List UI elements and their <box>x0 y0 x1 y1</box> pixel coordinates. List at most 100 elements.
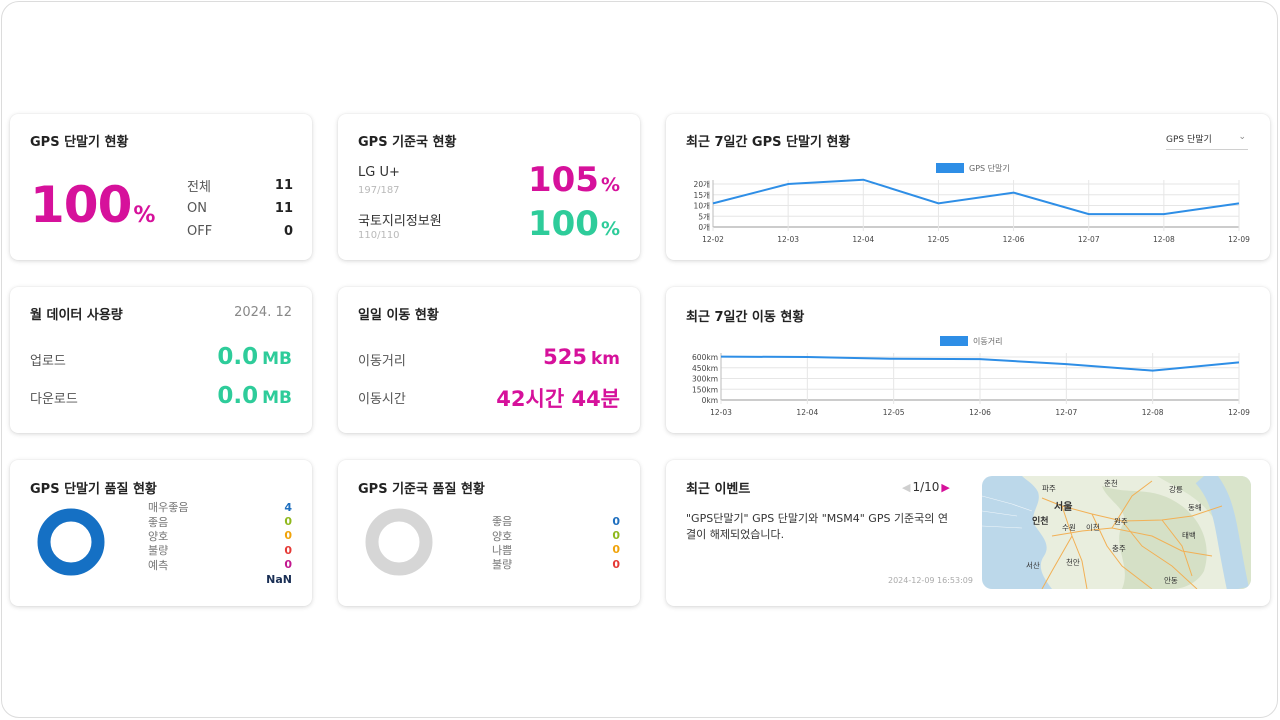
legend-label: 이동거리 <box>973 336 1002 346</box>
x-tick-label: 12-07 <box>1078 235 1100 244</box>
time-value: 42시간 44분 <box>496 387 620 411</box>
quality-row-good: 좋음 0 <box>492 514 620 529</box>
station-count-ngii: 110/110 <box>358 230 400 241</box>
map-label: 인천 <box>1032 517 1049 527</box>
map-label: 춘천 <box>1104 479 1118 488</box>
x-tick-label: 12-03 <box>710 408 732 417</box>
legend-swatch <box>936 163 964 173</box>
card-title: 최근 7일간 GPS 단말기 현황 <box>686 135 851 150</box>
quality-row-bad: 불량 0 <box>148 543 292 558</box>
x-tick-label: 12-05 <box>883 408 905 417</box>
monthly-data-card: 월 데이터 사용량 2024. 12 업로드 0.0 MB 다운로드 0.0 MB <box>10 287 312 433</box>
y-tick-label: 0km <box>702 396 718 405</box>
x-tick-label: 12-07 <box>1055 408 1077 417</box>
x-tick-label: 12-04 <box>796 408 818 417</box>
x-tick-label: 12-03 <box>777 235 799 244</box>
card-title: 최근 7일간 이동 현황 <box>686 310 805 325</box>
event-timestamp: 2024-12-09 16:53:09 <box>888 576 973 585</box>
card-title: GPS 단말기 품질 현황 <box>30 482 157 497</box>
quality-row-good: 좋음 0 <box>148 515 292 529</box>
total-row: 전체 11 <box>187 178 293 195</box>
y-tick-label: 10개 <box>694 201 711 211</box>
distance-value: 525 km <box>543 345 620 369</box>
donut-ring <box>37 508 105 576</box>
station-percent-lgu: 105% <box>527 160 620 200</box>
quality-row-fair: 양호 0 <box>148 529 292 543</box>
station-name-lgu: LG U+ <box>358 165 400 180</box>
map-label: 수원 <box>1062 523 1076 532</box>
x-tick-label: 12-09 <box>1228 408 1250 417</box>
station-quality-card: GPS 기준국 품질 현황 좋음 0 양호 0 나쁨 0 불량 0 <box>338 460 640 606</box>
base-station-status-card: GPS 기준국 현황 LG U+ 197/187 105% 국토지리정보원 11… <box>338 114 640 260</box>
terminal-quality-card: GPS 단말기 품질 현황 매우좋음 4 좋음 0 양호 0 불량 0 예측 0 NaN <box>10 460 312 606</box>
upload-label: 업로드 <box>30 354 66 369</box>
quality-row-bad: 불량 0 <box>492 557 620 572</box>
x-tick-label: 12-09 <box>1228 235 1250 244</box>
map-label: 충주 <box>1112 544 1126 553</box>
event-message: "GPS단말기" GPS 단말기와 "MSM4" GPS 기준국의 연결이 해제… <box>686 512 949 541</box>
map-label: 천안 <box>1066 558 1080 567</box>
event-map[interactable]: 춘천 파주 강릉 서울 인천 수원 이천 원주 동해 태백 충주 서산 천안 안… <box>982 476 1251 589</box>
donut-ring <box>365 508 433 576</box>
station-percent-ngii: 100% <box>527 204 620 244</box>
station-quality-donut <box>365 508 433 576</box>
x-tick-label: 12-05 <box>928 235 950 244</box>
card-title: GPS 기준국 품질 현황 <box>358 482 485 497</box>
download-label: 다운로드 <box>30 392 78 407</box>
terminal-percent: 100% <box>30 176 155 234</box>
legend-label: GPS 단말기 <box>969 163 1010 173</box>
x-tick-label: 12-08 <box>1142 408 1164 417</box>
card-title: 최근 이벤트 <box>686 482 751 497</box>
month-date: 2024. 12 <box>234 305 292 320</box>
y-tick-label: 450km <box>692 364 718 373</box>
map-terrain <box>982 476 1251 589</box>
event-pager: ◀ 1/10 ▶ <box>902 480 950 494</box>
weekly-movement-card: 최근 7일간 이동 현황 이동거리 0km 150km 300km 450km 600km… <box>666 287 1270 433</box>
x-tick-label: 12-04 <box>852 235 874 244</box>
card-title: 월 데이터 사용량 <box>30 308 123 323</box>
card-title: 일일 이동 현황 <box>358 308 439 323</box>
pager-count: 1/10 <box>912 480 940 494</box>
gps-terminal-status-card: GPS 단말기 현황 100% 전체 11 ON 11 OFF 0 <box>10 114 312 260</box>
time-label: 이동시간 <box>358 392 406 407</box>
map-label: 동해 <box>1188 503 1202 512</box>
next-event-icon[interactable]: ▶ <box>941 481 950 494</box>
card-title: GPS 기준국 현황 <box>358 135 457 150</box>
quality-row-predict: 예측 0 <box>148 558 292 572</box>
distance-label: 이동거리 <box>358 354 406 369</box>
x-tick-label: 12-08 <box>1153 235 1175 244</box>
quality-row-poor: 나쁨 0 <box>492 543 620 557</box>
y-tick-label: 0개 <box>698 222 710 232</box>
legend-swatch <box>940 336 968 346</box>
weekly-terminal-card: 최근 7일간 GPS 단말기 현황 GPS 단말기 ⌄ GPS 단말기 0개 5개 1… <box>666 114 1270 260</box>
chevron-down-icon: ⌄ <box>1238 132 1246 142</box>
y-tick-label: 600km <box>692 353 718 362</box>
card-title: GPS 단말기 현황 <box>30 135 129 150</box>
terminal-quality-donut <box>37 508 105 576</box>
daily-movement-card: 일일 이동 현황 이동거리 525 km 이동시간 42시간 44분 <box>338 287 640 433</box>
map-label: 이천 <box>1086 523 1100 532</box>
y-tick-label: 20개 <box>694 179 711 189</box>
y-tick-label: 5개 <box>698 211 710 221</box>
map-label: 파주 <box>1042 484 1056 493</box>
upload-value: 0.0 MB <box>217 344 292 370</box>
y-tick-label: 300km <box>692 375 718 384</box>
terminal-select[interactable]: GPS 단말기 ⌄ <box>1166 132 1248 150</box>
x-tick-label: 12-02 <box>702 235 724 244</box>
series-line <box>720 355 1240 372</box>
select-value: GPS 단말기 <box>1166 135 1212 145</box>
recent-event-card: 최근 이벤트 ◀ 1/10 ▶ "GPS단말기" GPS 단말기와 "MSM4" G… <box>666 460 1270 606</box>
off-row: OFF 0 <box>187 224 293 239</box>
map-label: 태백 <box>1182 531 1196 540</box>
station-name-ngii: 국토지리정보원 <box>358 214 442 229</box>
y-tick-label: 15개 <box>694 190 711 200</box>
station-count-lgu: 197/187 <box>358 185 400 196</box>
prev-event-icon[interactable]: ◀ <box>902 481 911 494</box>
quality-row-very-good: 매우좋음 4 <box>148 500 292 515</box>
series-line <box>712 178 1240 216</box>
quality-row-fair: 양호 0 <box>492 529 620 543</box>
y-tick-label: 150km <box>692 385 718 394</box>
on-row: ON 11 <box>187 201 293 216</box>
